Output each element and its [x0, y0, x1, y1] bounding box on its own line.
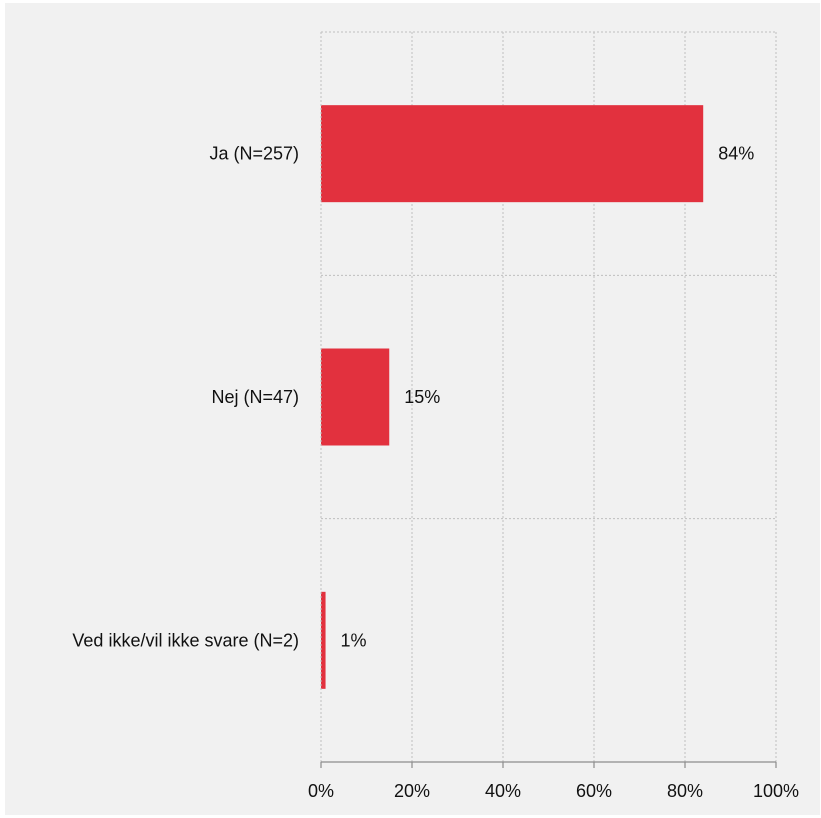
data-label: 84%: [718, 144, 754, 164]
x-axis: 0% 20% 40% 60% 80% 100%: [308, 32, 799, 801]
data-label: 1%: [341, 630, 367, 650]
labels: Ja (N=257) 84% Nej (N=47) 15% Ved ikke/vil i…: [72, 144, 754, 651]
category-label: Ved ikke/vil ikke svare (N=2): [72, 630, 299, 650]
bar: [321, 348, 390, 446]
category-label: Nej (N=47): [211, 387, 299, 407]
x-tick-label: 20%: [394, 781, 430, 801]
bar: [321, 105, 704, 203]
x-tick-label: 60%: [576, 781, 612, 801]
x-tick-label: 100%: [753, 781, 799, 801]
bar: [321, 591, 326, 689]
data-label: 15%: [404, 387, 440, 407]
bars: [321, 105, 704, 689]
x-tick-label: 0%: [308, 781, 334, 801]
x-tick-label: 40%: [485, 781, 521, 801]
category-label: Ja (N=257): [209, 144, 299, 164]
x-tick-label: 80%: [667, 781, 703, 801]
